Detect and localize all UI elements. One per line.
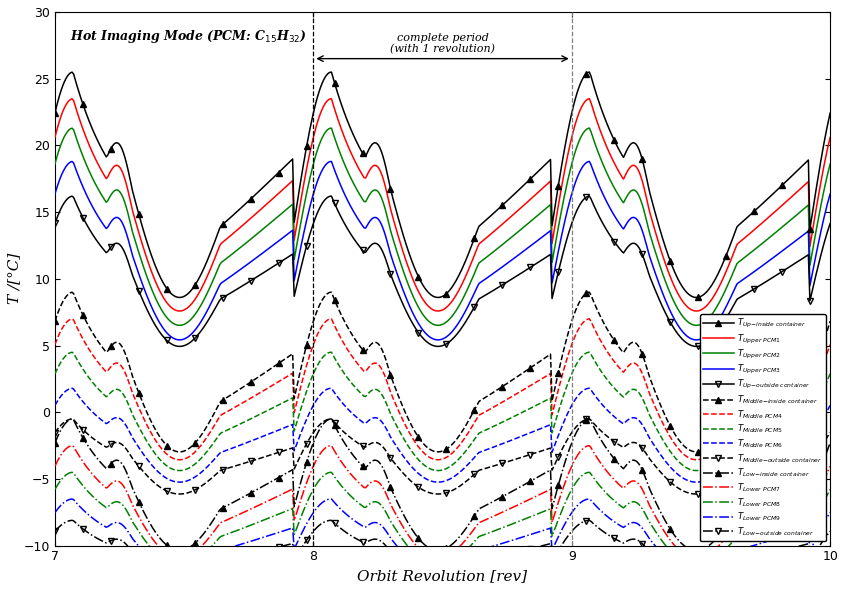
Y-axis label: T /[°C]: T /[°C]	[7, 253, 21, 304]
X-axis label: Orbit Revolution [rev]: Orbit Revolution [rev]	[357, 569, 527, 583]
Legend: $T_{Up\mathsf{-}inside\ container}$, $T_{Upper\ PCM1}$, $T_{Upper\ PCM2}$, $T_{U: $T_{Up\mathsf{-}inside\ container}$, $T_…	[699, 314, 825, 542]
Text: complete period
(with 1 revolution): complete period (with 1 revolution)	[390, 32, 495, 55]
Text: Hot Imaging Mode (PCM: C$_{15}$H$_{32}$): Hot Imaging Mode (PCM: C$_{15}$H$_{32}$)	[70, 28, 307, 45]
